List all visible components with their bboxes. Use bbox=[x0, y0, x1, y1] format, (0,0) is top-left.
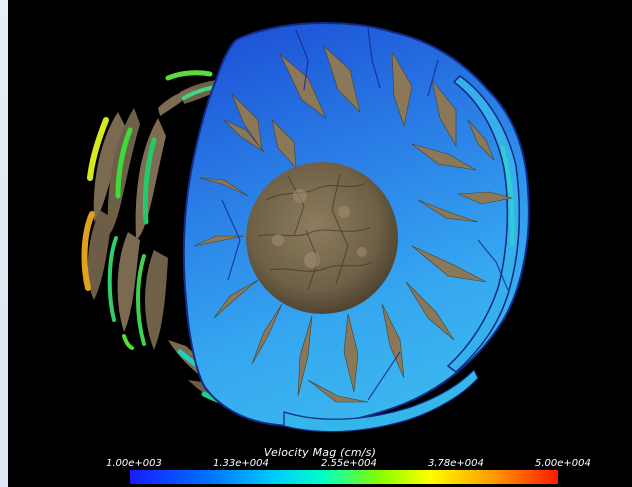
colorbar-tick-2: 1.33e+004 bbox=[213, 458, 269, 469]
window-edge bbox=[0, 0, 8, 487]
colorbar-tick-min: 1.00e+003 bbox=[106, 458, 162, 469]
render-viewport[interactable]: Velocity Mag (cm/s) 1.00e+003 1.33e+004 … bbox=[8, 0, 632, 487]
colorbar-title: Velocity Mag (cm/s) bbox=[263, 446, 377, 459]
outer-ring-bottom bbox=[283, 368, 479, 433]
simulation-render bbox=[81, 22, 558, 484]
colorbar-tick-4: 3.78e+004 bbox=[428, 458, 484, 469]
colorbar-gradient bbox=[130, 470, 558, 484]
dark-cracks bbox=[221, 27, 509, 401]
colorbar-tick-max: 5.00e+004 bbox=[535, 458, 591, 469]
crack-streaks bbox=[193, 45, 513, 403]
central-core bbox=[246, 162, 398, 314]
colorbar-tick-3: 2.55e+004 bbox=[321, 458, 377, 469]
